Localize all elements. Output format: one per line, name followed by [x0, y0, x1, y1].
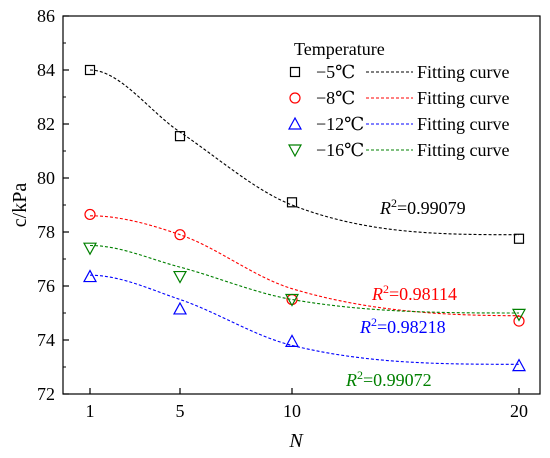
fitting-curve-1: [89, 215, 520, 317]
data-point: [84, 208, 96, 221]
y-tick-label: 84: [37, 60, 55, 80]
y-tick-label: 86: [37, 6, 55, 26]
legend-series-name-3: −16℃: [316, 140, 364, 160]
legend-series-name-1: −8℃: [316, 88, 355, 108]
data-point: [511, 358, 527, 372]
data-point: [511, 308, 527, 322]
r2-label-0: R2=0.99079: [379, 196, 466, 218]
legend-marker-0: [289, 66, 301, 78]
x-tick-label: 1: [86, 401, 95, 421]
legend-fit-label-3: Fitting curve: [417, 140, 510, 160]
r2-label-3: R2=0.99072: [345, 368, 432, 390]
y-tick-label: 78: [37, 222, 55, 242]
fitting-curves: [89, 69, 520, 365]
legend-fit-label-2: Fitting curve: [417, 114, 510, 134]
y-tick-label: 74: [37, 330, 55, 350]
y-tick-label: 82: [37, 114, 55, 134]
fitting-curve-3: [89, 244, 520, 314]
legend: Temperature −5℃ Fitting curve −8℃ Fitting cu…: [287, 39, 510, 160]
data-point: [84, 64, 96, 76]
fitting-curve-2: [89, 274, 520, 365]
legend-series-name-0: −5℃: [316, 62, 355, 82]
y-tick-label: 72: [37, 384, 55, 404]
legend-fit-label-0: Fitting curve: [417, 62, 510, 82]
data-points: [82, 64, 527, 372]
data-point: [284, 293, 300, 307]
x-axis-label: N: [288, 430, 304, 452]
data-point: [174, 131, 186, 142]
x-tick-label: 5: [176, 401, 185, 421]
x-axis: 1 5 10 20: [86, 388, 528, 421]
legend-fit-label-1: Fitting curve: [417, 88, 510, 108]
y-axis: 72 74 76 78 80 82 84 86: [37, 6, 69, 404]
y-tick-label: 80: [37, 168, 55, 188]
data-point: [82, 269, 98, 283]
data-point: [172, 301, 188, 315]
y-tick-label: 76: [37, 276, 55, 296]
r2-label-2: R2=0.98218: [359, 315, 446, 337]
x-tick-label: 10: [283, 401, 301, 421]
legend-title: Temperature: [294, 39, 385, 59]
data-point: [286, 197, 298, 208]
data-point: [513, 315, 525, 327]
data-point: [513, 233, 525, 244]
r2-labels: R2=0.99079 R2=0.98114 R2=0.98218 R2=0.99072: [345, 196, 466, 390]
legend-marker-3: [287, 144, 303, 158]
data-point: [174, 229, 186, 241]
legend-series-name-2: −12℃: [316, 114, 364, 134]
legend-marker-1: [289, 92, 301, 104]
fitting-curve-0: [89, 69, 520, 236]
y-axis-label: c/kPa: [9, 183, 31, 228]
x-tick-label: 20: [510, 401, 528, 421]
data-point: [284, 334, 300, 347]
legend-marker-2: [287, 116, 303, 130]
data-point: [82, 242, 98, 256]
data-point: [172, 270, 188, 284]
r2-label-1: R2=0.98114: [371, 282, 457, 304]
